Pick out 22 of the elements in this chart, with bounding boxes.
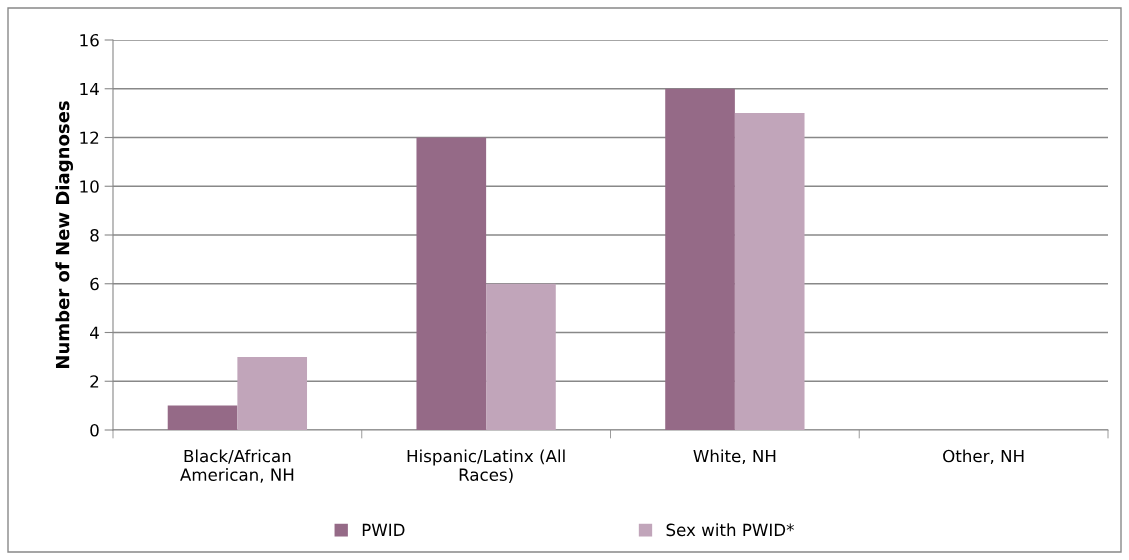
y-tick-label: 10 — [80, 180, 99, 193]
bar — [665, 88, 735, 430]
legend-label: Sex with PWID* — [666, 523, 794, 537]
y-tick-label: 14 — [80, 82, 99, 96]
legend-label: PWID — [362, 523, 405, 536]
bar — [167, 405, 238, 430]
y-axis-title: Number of New Diagnoses — [55, 101, 74, 368]
y-tick-label: 16 — [80, 33, 99, 47]
y-tick-label: 6 — [90, 277, 99, 291]
y-tick-label: 4 — [90, 326, 99, 339]
x-tick-label: Other, NH — [943, 449, 1024, 465]
x-tick-label: Black/African American, NH — [180, 449, 294, 483]
y-tick-label: 2 — [90, 375, 99, 388]
bar — [486, 283, 556, 430]
bar — [734, 113, 805, 430]
x-tick-label: Hispanic/Latinx (All Races) — [407, 449, 565, 483]
y-tick-label: 0 — [90, 423, 99, 437]
bar — [237, 356, 308, 430]
y-tick-label: 8 — [90, 228, 99, 242]
bar — [416, 137, 487, 430]
y-tick-label: 12 — [80, 131, 99, 144]
x-tick-label: White, NH — [693, 449, 776, 465]
